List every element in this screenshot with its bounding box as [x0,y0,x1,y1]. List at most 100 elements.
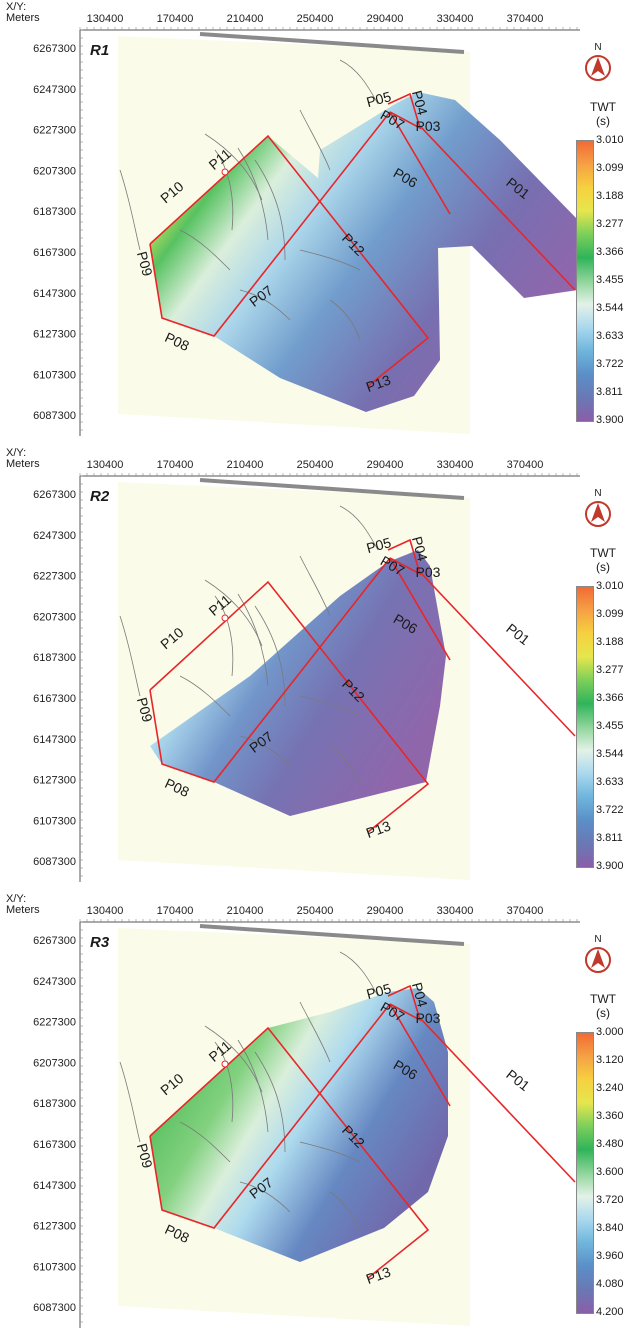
survey-edge [199,32,465,54]
y-tick-label: 6227300 [33,125,76,137]
legend-value: 3.544 [596,302,624,314]
legend-value: 3.120 [596,1054,624,1066]
y-tick-label: 6087300 [33,1302,76,1314]
legend-value: 3.455 [596,720,624,732]
y-tick-label: 6187300 [33,206,76,218]
contour-line [119,615,141,697]
y-tick-label: 6107300 [33,1261,76,1273]
legend-value: 3.277 [596,218,624,230]
contour-line [119,1061,141,1143]
panel-id-label: R3 [90,934,110,951]
x-tick-label: 250400 [297,459,334,471]
legend-value: 3.480 [596,1138,624,1150]
legend-value: 3.633 [596,330,624,342]
profile-label-p04: P04 [409,89,431,117]
y-tick-label: 6267300 [33,935,76,947]
legend-title-unit: (s) [596,114,610,128]
y-tick-label: 6227300 [33,1017,76,1029]
color-legend: TWT (s) 3.000 3.120 3.240 3.360 3.480 3.600 3.72… [572,992,634,1322]
contour-line [329,745,361,787]
x-tick-label: 250400 [297,905,334,917]
y-tick-label: 6207300 [33,165,76,177]
legend-title-twt: TWT [590,100,616,114]
y-tick-label: 6127300 [33,1221,76,1233]
map-panel-r1: 130400 170400 210400 250400 290400 330400 3704… [0,0,639,440]
seismic-profile-line [387,538,422,576]
north-label: N [594,488,601,499]
legend-value: 3.811 [596,832,623,844]
map-panel-r3: 130400 170400 210400 250400 290400 330400 3704… [0,892,639,1332]
y-tick-label: 6147300 [33,734,76,746]
legend-value: 3.366 [596,692,624,704]
legend-color-bar [576,586,594,868]
well-marker [221,1060,229,1068]
axis-title: X/Y: Meters [6,894,40,916]
profile-label-p01: P01 [503,620,533,648]
north-arrow-icon: N [584,486,612,530]
contour-line [239,1181,291,1213]
x-tick-label: 170400 [157,905,194,917]
y-tick-label: 6167300 [33,693,76,705]
legend-color-bar [576,140,594,422]
legend-value: 3.099 [596,162,624,174]
map-canvas: 130400 170400 210400 250400 290400 330400 3704… [33,459,580,882]
twt-surface [150,550,446,816]
x-tick-label: 130400 [87,13,124,25]
color-legend: TWT (s) 3.010 3.099 3.188 3.277 3.366 3.455 3.54… [572,100,634,430]
x-tick-label: 130400 [87,459,124,471]
legend-value: 3.720 [596,1194,624,1206]
legend-value: 3.633 [596,776,624,788]
y-tick-label: 6247300 [33,84,76,96]
x-tick-label: 210400 [227,905,264,917]
x-tick-label: 170400 [157,459,194,471]
contour-line [214,149,234,231]
legend-value: 4.200 [596,1306,624,1318]
seismic-profile-line [149,580,430,833]
y-tick-label: 6147300 [33,1180,76,1192]
profile-label-p03: P03 [416,1010,441,1026]
survey-edge [199,478,465,500]
y-tick-label: 6247300 [33,530,76,542]
contour-line [299,1141,361,1163]
legend-value: 3.811 [596,386,623,398]
legend-value: 3.544 [596,748,624,760]
y-tick-label: 6107300 [33,369,76,381]
twt-surface [150,988,448,1262]
y-tick-label: 6207300 [33,611,76,623]
x-tick-label: 290400 [367,13,404,25]
contour-line [339,59,379,105]
contour-line [214,1041,234,1123]
legend-value: 3.240 [596,1082,624,1094]
profile-label-p03: P03 [416,118,441,134]
map-canvas: 130400 170400 210400 250400 290400 330400 3704… [33,905,580,1328]
legend-value: 3.900 [596,414,624,426]
profile-label-p05: P05 [365,88,393,110]
x-tick-label: 330400 [437,13,474,25]
y-tick-label: 6167300 [33,1139,76,1151]
y-tick-label: 6127300 [33,775,76,787]
legend-value: 3.000 [596,1026,624,1038]
y-tick-label: 6127300 [33,329,76,341]
legend-value: 3.840 [596,1222,624,1234]
contour-line [239,735,291,767]
profile-label-p04: P04 [409,535,431,563]
contour-line [179,229,231,271]
twt-surface [150,92,578,412]
contour-line [119,169,141,251]
y-tick-label: 6207300 [33,1057,76,1069]
contour-line [254,159,286,261]
contour-line [254,1051,286,1153]
map-panel-r2: 130400 170400 210400 250400 290400 330400 3704… [0,446,639,886]
seismic-profile-line [149,111,391,337]
legend-title-twt: TWT [590,546,616,560]
profile-label-p03: P03 [416,564,441,580]
well-marker [221,168,229,176]
contour-line [329,299,361,341]
legend-value: 3.010 [596,134,624,146]
profile-label-p04: P04 [409,981,431,1009]
legend-value: 3.366 [596,246,624,258]
contour-line [299,109,331,171]
legend-value: 3.455 [596,274,624,286]
legend-title-unit: (s) [596,560,610,574]
north-arrow-icon: N [584,40,612,84]
